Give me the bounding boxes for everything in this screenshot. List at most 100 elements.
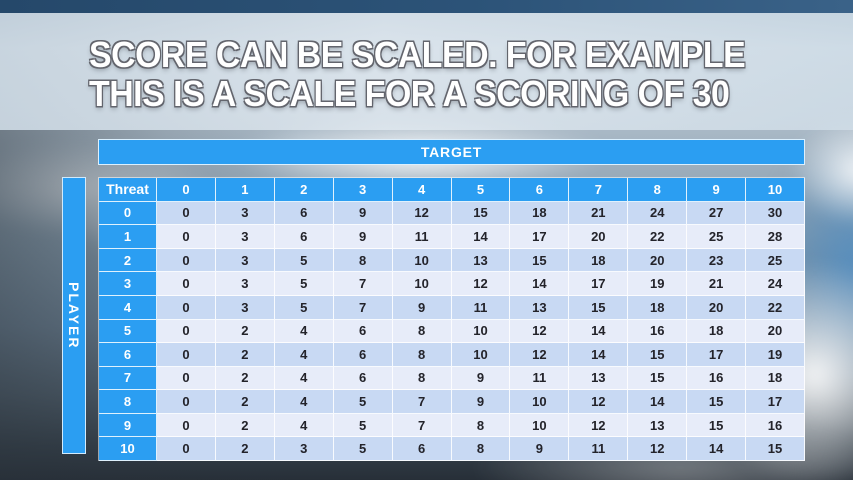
col-header-5: 5 — [451, 178, 511, 202]
table-cell: 23 — [687, 248, 747, 273]
col-header-8: 8 — [628, 178, 688, 202]
table-cell: 7 — [333, 272, 393, 296]
table-cell: 15 — [628, 343, 688, 367]
table-cell: 12 — [628, 437, 688, 461]
row-header-1: 1 — [99, 225, 157, 249]
table-cell: 4 — [274, 319, 334, 344]
table-cell: 18 — [569, 248, 629, 273]
table-cell: 9 — [333, 201, 393, 226]
table-cell: 3 — [215, 272, 275, 296]
slide-title-line2: THIS IS A SCALE FOR A SCORING OF 30 — [89, 73, 730, 114]
table-cell: 8 — [451, 437, 511, 461]
table-cell: 5 — [274, 248, 334, 273]
table-cell: 3 — [215, 201, 275, 226]
table-cell: 0 — [157, 248, 216, 273]
target-header-bar: TARGET — [98, 139, 805, 165]
corner-cell-threat: Threat — [99, 178, 157, 202]
table-cell: 7 — [392, 390, 452, 414]
row-header-9: 9 — [99, 413, 157, 438]
col-header-7: 7 — [569, 178, 629, 202]
table-cell: 19 — [746, 343, 805, 367]
col-header-0: 0 — [157, 178, 216, 202]
table-cell: 15 — [451, 201, 511, 226]
table-cell: 16 — [687, 366, 747, 391]
table-cell: 2 — [215, 437, 275, 461]
table-cell: 12 — [451, 272, 511, 296]
col-header-4: 4 — [392, 178, 452, 202]
slide-title-line1: SCORE CAN BE SCALED. FOR EXAMPLE — [89, 34, 746, 75]
table-cell: 15 — [687, 413, 747, 438]
table-cell: 15 — [746, 437, 805, 461]
table-cell: 0 — [157, 343, 216, 367]
table-cell: 2 — [215, 413, 275, 438]
table-cell: 9 — [451, 366, 511, 391]
col-header-1: 1 — [215, 178, 275, 202]
table-cell: 10 — [451, 319, 511, 344]
table-cell: 18 — [628, 295, 688, 320]
row-header-0: 0 — [99, 201, 157, 226]
table-cell: 4 — [274, 343, 334, 367]
table-cell: 5 — [333, 413, 393, 438]
table-cell: 24 — [746, 272, 805, 296]
row-header-8: 8 — [99, 390, 157, 414]
table-cell: 12 — [569, 413, 629, 438]
table-cell: 4 — [274, 366, 334, 391]
table-cell: 13 — [628, 413, 688, 438]
table-cell: 11 — [569, 437, 629, 461]
table-cell: 19 — [628, 272, 688, 296]
table-cell: 14 — [510, 272, 570, 296]
table-cell: 9 — [392, 295, 452, 320]
table-cell: 0 — [157, 295, 216, 320]
table-cell: 17 — [687, 343, 747, 367]
table-cell: 13 — [569, 366, 629, 391]
table-cell: 2 — [215, 366, 275, 391]
table-cell: 0 — [157, 272, 216, 296]
target-label: TARGET — [420, 144, 483, 160]
table-cell: 17 — [510, 225, 570, 249]
row-header-10: 10 — [99, 437, 157, 461]
table-cell: 6 — [274, 201, 334, 226]
player-label: PLAYER — [66, 281, 82, 350]
table-cell: 20 — [569, 225, 629, 249]
table-cell: 10 — [510, 413, 570, 438]
col-header-3: 3 — [333, 178, 393, 202]
table-cell: 5 — [333, 437, 393, 461]
table-cell: 6 — [333, 319, 393, 344]
table-cell: 17 — [569, 272, 629, 296]
table-cell: 13 — [451, 248, 511, 273]
table-cell: 20 — [687, 295, 747, 320]
table-cell: 4 — [274, 413, 334, 438]
table-cell: 15 — [687, 390, 747, 414]
table-cell: 18 — [510, 201, 570, 226]
table-cell: 18 — [746, 366, 805, 391]
slide-title: SCORE CAN BE SCALED. FOR EXAMPLE THIS IS… — [89, 34, 746, 114]
table-cell: 8 — [451, 413, 511, 438]
row-header-2: 2 — [99, 248, 157, 273]
table-cell: 7 — [392, 413, 452, 438]
row-header-4: 4 — [99, 295, 157, 320]
table-cell: 5 — [274, 272, 334, 296]
table-cell: 21 — [687, 272, 747, 296]
table-cell: 11 — [392, 225, 452, 249]
table-cell: 6 — [274, 225, 334, 249]
row-header-6: 6 — [99, 343, 157, 367]
row-header-5: 5 — [99, 319, 157, 344]
table-cell: 2 — [215, 319, 275, 344]
table-cell: 6 — [392, 437, 452, 461]
table-cell: 0 — [157, 390, 216, 414]
col-header-2: 2 — [274, 178, 334, 202]
table-cell: 24 — [628, 201, 688, 226]
col-header-10: 10 — [746, 178, 805, 202]
table-cell: 9 — [333, 225, 393, 249]
table-cell: 25 — [687, 225, 747, 249]
table-cell: 0 — [157, 201, 216, 226]
table-cell: 0 — [157, 437, 216, 461]
table-cell: 3 — [274, 437, 334, 461]
table-cell: 18 — [687, 319, 747, 344]
table-cell: 15 — [510, 248, 570, 273]
row-header-7: 7 — [99, 366, 157, 391]
table-cell: 17 — [746, 390, 805, 414]
table-cell: 14 — [628, 390, 688, 414]
table-cell: 27 — [687, 201, 747, 226]
